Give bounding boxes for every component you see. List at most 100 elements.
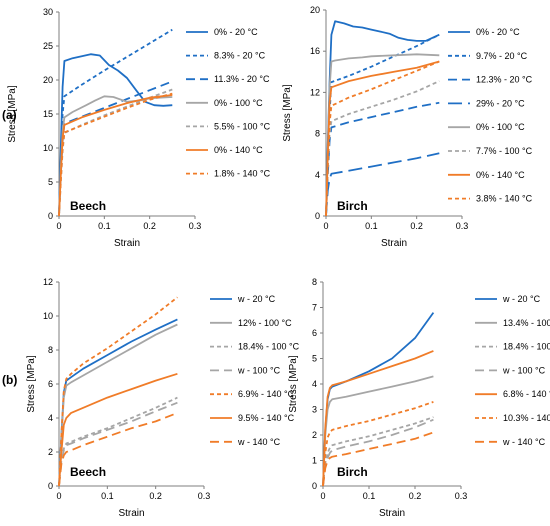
- row-label-a: (a): [2, 108, 17, 122]
- series-line-1: [322, 312, 435, 487]
- series-line-6: [322, 401, 434, 487]
- y-axis-label: Stress [MPa]: [26, 355, 37, 412]
- series-line-4: [58, 401, 178, 487]
- y-tick-label: 20: [310, 5, 320, 15]
- legend-label: 9.7% - 20 °C: [476, 51, 528, 61]
- y-axis-label: Stress [MPa]: [288, 355, 299, 412]
- y-tick-label: 20: [43, 75, 53, 85]
- series-line-5: [58, 88, 173, 217]
- series-line-6: [325, 80, 440, 217]
- series-line-8: [325, 60, 440, 217]
- chart-panel-4: 0 1 2 3 4 5 6 7 8 0 0.1 0.2 0.3 Strain Stress [MPa] Bir…: [288, 277, 550, 519]
- y-tick-label: 16: [310, 46, 320, 56]
- x-tick-label: 0: [320, 491, 325, 501]
- panel-name: Beech: [70, 465, 106, 479]
- y-tick-label: 3: [312, 405, 317, 415]
- legend-label: 8.3% - 20 °C: [214, 51, 266, 61]
- series-line-6: [58, 94, 173, 217]
- legend-label: 29% - 20 °C: [476, 98, 525, 108]
- legend: w - 20 °C 12% - 100 °C 18.4% - 100 °C w - 1…: [210, 294, 300, 447]
- x-tick-label: 0.2: [410, 221, 423, 231]
- y-tick-label: 4: [48, 413, 53, 423]
- legend-label: w - 100 °C: [237, 365, 281, 375]
- legend-label: 13.4% - 100 °C: [503, 318, 550, 328]
- x-tick-label: 0.2: [143, 221, 156, 231]
- series-line-7: [58, 92, 173, 217]
- series-line-5: [58, 296, 178, 487]
- legend-label: 9.5% - 140 °C: [238, 413, 295, 423]
- x-axis-label: Strain: [379, 508, 405, 519]
- y-tick-label: 6: [312, 328, 317, 338]
- y-tick-label: 0: [48, 211, 53, 221]
- series-line-2: [58, 323, 178, 487]
- x-tick-label: 0.1: [101, 491, 114, 501]
- x-tick-label: 0.3: [189, 221, 202, 231]
- y-axis-label: Stress [MPa]: [7, 85, 18, 142]
- x-tick-label: 0.3: [198, 491, 211, 501]
- legend-label: 6.9% - 140 °C: [238, 389, 295, 399]
- y-tick-label: 8: [48, 345, 53, 355]
- series-line-1: [58, 318, 178, 487]
- series-line-5: [322, 350, 434, 487]
- legend-label: 12% - 100 °C: [238, 318, 292, 328]
- series-line-6: [58, 372, 178, 487]
- legend-label: w - 140 °C: [502, 437, 546, 447]
- x-tick-label: 0.3: [455, 491, 468, 501]
- y-tick-label: 25: [43, 41, 53, 51]
- chart-panel-3: 0 2 4 6 8 10 12 0 0.1 0.2 0.3 Strain Stress [MPa] Bee…: [26, 277, 300, 519]
- y-tick-label: 4: [315, 170, 320, 180]
- series-line-7: [322, 431, 434, 487]
- y-axis-label: Stress [MPa]: [282, 84, 293, 141]
- x-tick-label: 0: [56, 491, 61, 501]
- legend: w - 20 °C 13.4% - 100 °C 18.4% - 100 °C w -…: [475, 294, 550, 447]
- legend-label: 0% - 100 °C: [476, 122, 525, 132]
- legend-label: 5.5% - 100 °C: [214, 121, 271, 131]
- chart-panel-2: 0 4 8 12 16 20 0 0.1 0.2 0.3 Strain Stress [MPa] Bir…: [282, 5, 533, 249]
- legend-label: 3.8% - 140 °C: [476, 194, 533, 204]
- x-axis-label: Strain: [381, 238, 407, 249]
- series-line-7: [325, 60, 440, 217]
- y-tick-label: 5: [48, 177, 53, 187]
- x-tick-label: 0.2: [409, 491, 422, 501]
- panel-name: Beech: [70, 199, 106, 213]
- y-tick-label: 5: [312, 354, 317, 364]
- x-tick-label: 0: [56, 221, 61, 231]
- legend-label: w - 140 °C: [237, 437, 281, 447]
- legend-label: w - 20 °C: [502, 294, 541, 304]
- series-line-4: [325, 152, 440, 217]
- legend-label: 10.3% - 140 °C: [503, 413, 550, 423]
- panel-name: Birch: [337, 199, 368, 213]
- legend-label: 0% - 140 °C: [214, 145, 263, 155]
- legend-label: 18.4% - 100 °C: [503, 342, 550, 352]
- series-line-7: [58, 412, 178, 487]
- legend-label: 0% - 140 °C: [476, 170, 525, 180]
- series-line-4: [322, 418, 434, 487]
- y-tick-label: 0: [312, 481, 317, 491]
- legend: 0% - 20 °C 8.3% - 20 °C 11.3% - 20 °C 0% - …: [186, 27, 271, 179]
- series-line-3: [58, 80, 173, 217]
- legend-label: 12.3% - 20 °C: [476, 75, 533, 85]
- y-tick-label: 12: [43, 277, 53, 287]
- x-tick-label: 0.1: [98, 221, 111, 231]
- chart-panel-1: 0 5 10 15 20 25 30 0 0.1 0.2 0.3 Strain Stress [MPa]…: [7, 7, 271, 249]
- y-tick-label: 0: [315, 211, 320, 221]
- series-line-3: [322, 416, 434, 487]
- y-tick-label: 12: [310, 87, 320, 97]
- legend-label: 6.8% - 140 °C: [503, 389, 550, 399]
- y-tick-label: 6: [48, 379, 53, 389]
- legend: 0% - 20 °C 9.7% - 20 °C 12.3% - 20 °C 29% -…: [448, 27, 533, 204]
- series-line-5: [325, 53, 440, 217]
- panel-name: Birch: [337, 465, 368, 479]
- x-tick-label: 0.2: [149, 491, 162, 501]
- series-line-2: [325, 33, 440, 217]
- legend-label: 7.7% - 100 °C: [476, 146, 533, 156]
- y-tick-label: 30: [43, 7, 53, 17]
- y-tick-label: 10: [43, 143, 53, 153]
- y-tick-label: 8: [315, 129, 320, 139]
- y-tick-label: 1: [312, 456, 317, 466]
- x-tick-label: 0.1: [363, 491, 376, 501]
- x-tick-label: 0.1: [365, 221, 378, 231]
- y-tick-label: 7: [312, 303, 317, 313]
- series-line-1: [325, 20, 440, 217]
